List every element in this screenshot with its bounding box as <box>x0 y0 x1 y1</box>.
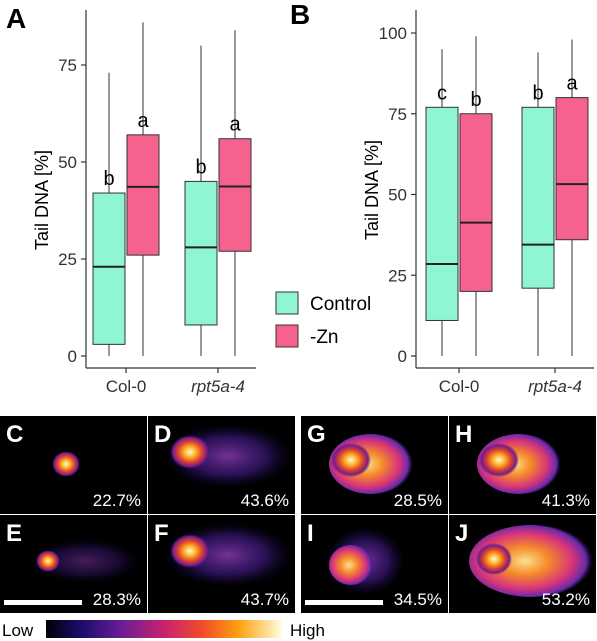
x-tick-label: rpt5a-4 <box>528 377 582 396</box>
comet-panel-j: J 53.2% <box>449 515 596 613</box>
box-body <box>218 138 252 252</box>
comet-head <box>331 443 371 477</box>
significance-letter: a <box>229 114 241 136</box>
y-tick-label: 25 <box>58 250 77 269</box>
comet-head <box>52 451 80 477</box>
box-body <box>425 106 459 321</box>
comet-panel-letter: I <box>307 520 314 547</box>
comet-image-grid: C 22.7% D 43.6% E 28.3% F 43.7% G 28.5% H 41.3% I 34.… <box>0 416 596 613</box>
comet-tail-dna-value: 22.7% <box>93 491 141 510</box>
y-tick-label: 75 <box>58 56 77 75</box>
box-control-col-0: c <box>425 49 459 356</box>
comet-panel-letter: D <box>154 421 171 448</box>
comet-panel-i: I 34.5% <box>301 515 448 613</box>
comet-head <box>476 543 512 575</box>
legend-swatch <box>275 324 299 348</box>
legend-label: -Zn <box>310 327 339 348</box>
comet-head <box>170 435 210 469</box>
comet-tail-dna-value: 53.2% <box>542 590 590 609</box>
box-zn-col-0: b <box>459 36 493 356</box>
legend-swatch <box>275 291 299 315</box>
comet-tail-dna-value: 28.5% <box>394 491 442 510</box>
significance-letter: a <box>137 110 149 132</box>
y-axis-label: Tail DNA [%] <box>362 140 382 240</box>
box-zn-col-0: a <box>126 22 160 356</box>
colorbar-high-label: High <box>290 621 325 640</box>
box-body <box>184 180 218 326</box>
y-axis-label: Tail DNA [%] <box>32 150 52 250</box>
comet-panel-letter: G <box>307 421 326 448</box>
y-tick-label: 50 <box>388 186 407 205</box>
comet-panel-h: H 41.3% <box>449 416 596 514</box>
box-chart-b: B 0 25 50 75 100 Tail DNA [%] Col-0 rpt5a-4 c b b a <box>290 0 594 396</box>
box-control-rpt5a-4: b <box>521 52 555 356</box>
comet-tail-dna-value: 43.7% <box>241 590 289 609</box>
significance-letter: b <box>470 89 481 111</box>
x-tick-label: Col-0 <box>106 377 147 396</box>
box-zn-rpt5a-4: a <box>218 30 252 356</box>
comet-panel-letter: F <box>154 520 169 547</box>
box-control-col-0: b <box>92 72 126 356</box>
y-tick-label: 0 <box>398 347 407 366</box>
comet-head <box>36 550 60 572</box>
comet-tail-dna-value: 41.3% <box>542 491 590 510</box>
box-body <box>555 97 589 241</box>
comet-panel-letter: J <box>455 520 468 547</box>
y-tick-label: 50 <box>58 153 77 172</box>
significance-letter: c <box>437 82 447 104</box>
significance-letter: b <box>195 156 206 178</box>
significance-letter: b <box>532 82 543 104</box>
scale-bar <box>305 600 383 605</box>
colorbar-gradient <box>46 620 282 638</box>
comet-panel-letter: H <box>455 421 472 448</box>
significance-letter: a <box>566 73 578 95</box>
y-tick-label: 25 <box>388 266 407 285</box>
y-tick-label: 100 <box>379 24 407 43</box>
comet-head <box>170 534 210 568</box>
box-zn-rpt5a-4: a <box>555 39 589 356</box>
box-body <box>459 113 493 292</box>
y-tick-label: 75 <box>388 105 407 124</box>
comet-tail <box>469 525 593 597</box>
comet-panel-c: C 22.7% <box>0 416 147 514</box>
significance-letter: b <box>103 168 114 190</box>
x-tick-label: Col-0 <box>439 377 480 396</box>
box-body <box>521 106 555 289</box>
box-chart-a: A 0 25 50 75 Tail DNA [%] Col-0 rpt5a-4 b b a a <box>6 3 256 396</box>
scale-bar <box>4 600 82 605</box>
comet-panel-letter: C <box>6 421 23 448</box>
colorbar-low-label: Low <box>2 621 34 640</box>
comet-panel-d: D 43.6% <box>148 416 295 514</box>
comet-tail-dna-value: 28.3% <box>93 590 141 609</box>
comet-tail-dna-value: 34.5% <box>394 590 442 609</box>
box-body <box>92 192 126 345</box>
comet-tail-dna-value: 43.6% <box>241 491 289 510</box>
comet-head <box>329 545 373 585</box>
comet-panel-e: E 28.3% <box>0 515 147 613</box>
box-control-rpt5a-4: b <box>184 45 218 356</box>
panel-letter: B <box>290 0 310 30</box>
comet-tail <box>30 539 140 583</box>
box-body <box>126 134 160 256</box>
legend: Control -Zn <box>275 291 371 348</box>
intensity-colorbar: Low High <box>2 620 325 640</box>
comet-panel-f: F 43.7% <box>148 515 295 613</box>
comet-panel-letter: E <box>6 520 22 547</box>
legend-label: Control <box>310 294 371 315</box>
y-tick-label: 0 <box>68 347 77 366</box>
x-tick-label: rpt5a-4 <box>191 377 245 396</box>
comet-head <box>479 443 519 477</box>
comet-panel-g: G 28.5% <box>301 416 448 514</box>
panel-letter: A <box>6 3 26 34</box>
